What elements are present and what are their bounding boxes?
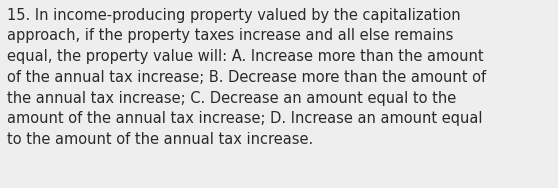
- Text: 15. In income-producing property valued by the capitalization
approach, if the p: 15. In income-producing property valued …: [7, 8, 487, 147]
